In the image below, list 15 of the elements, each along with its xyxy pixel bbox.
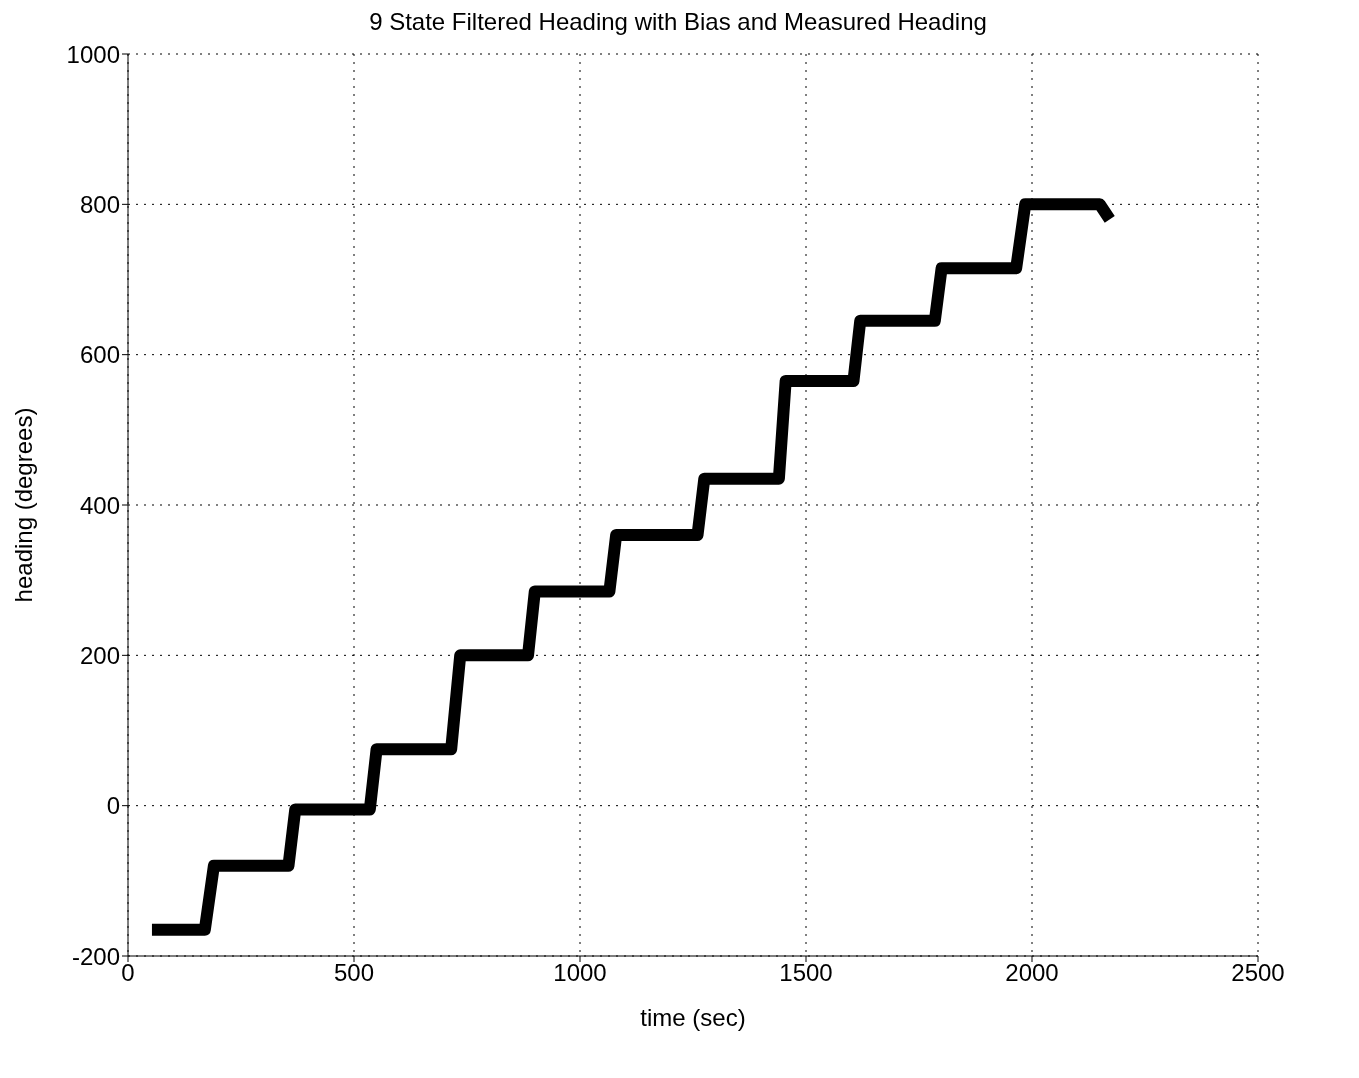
- x-axis-title: time (sec): [640, 1004, 746, 1031]
- chart-title: 9 State Filtered Heading with Bias and Measured Heading: [368, 8, 988, 36]
- y-tick-label: 400: [79, 491, 120, 519]
- y-tick-label: 600: [79, 341, 120, 369]
- y-tick-label: 1000: [66, 40, 120, 68]
- y-tick-label: -200: [71, 942, 120, 970]
- x-tick-label: 2000: [1005, 959, 1059, 987]
- x-tick-label: 2500: [1231, 959, 1285, 987]
- y-tick-label: 200: [79, 641, 120, 669]
- y-axis-title: heading (degrees): [9, 407, 37, 603]
- y-tick-label: 0: [106, 792, 120, 820]
- x-tick-label: 500: [333, 959, 375, 987]
- x-tick-label: 1000: [553, 959, 607, 987]
- x-tick-label: 1500: [779, 959, 833, 987]
- y-tick-label: 800: [79, 190, 120, 218]
